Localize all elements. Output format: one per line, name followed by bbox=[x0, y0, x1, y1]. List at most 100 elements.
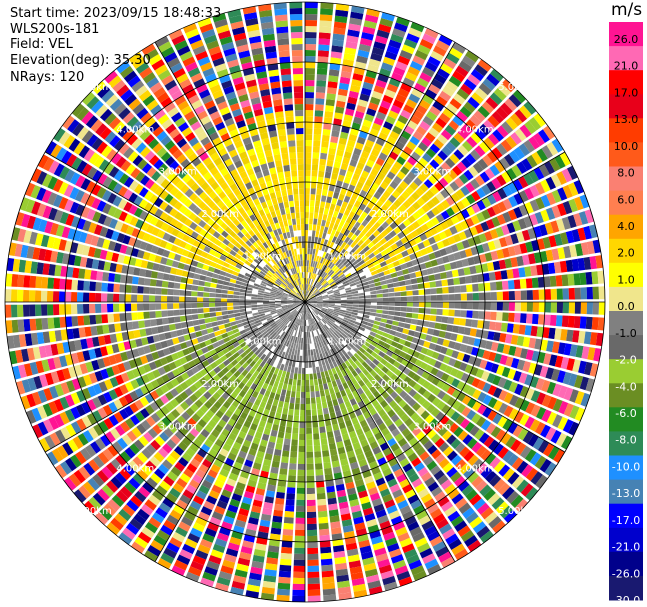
range-gate bbox=[403, 274, 411, 280]
range-gate bbox=[53, 304, 60, 316]
range-gate bbox=[484, 292, 491, 301]
range-gate bbox=[222, 281, 230, 286]
range-gate bbox=[272, 399, 279, 407]
range-gate bbox=[370, 256, 378, 263]
range-gate bbox=[221, 310, 228, 316]
range-gate bbox=[317, 50, 329, 58]
range-gate bbox=[425, 110, 438, 122]
range-gate bbox=[204, 317, 212, 324]
range-gate bbox=[483, 119, 496, 132]
range-gate bbox=[296, 487, 305, 494]
range-gate bbox=[398, 204, 407, 213]
range-gate bbox=[324, 171, 332, 179]
range-gate bbox=[190, 297, 198, 302]
range-gate bbox=[449, 47, 463, 59]
range-gate bbox=[306, 284, 308, 291]
range-gate bbox=[289, 463, 297, 470]
range-gate bbox=[388, 194, 397, 204]
range-gate bbox=[305, 224, 309, 231]
range-gate bbox=[401, 190, 411, 200]
range-gate bbox=[314, 274, 319, 281]
range-gate bbox=[320, 201, 326, 208]
range-gate bbox=[204, 281, 211, 287]
range-gate bbox=[403, 146, 413, 156]
range-gate bbox=[192, 279, 200, 286]
range-gate bbox=[332, 124, 341, 132]
range-gate bbox=[341, 302, 348, 304]
range-gate bbox=[549, 158, 561, 172]
range-gate bbox=[483, 320, 490, 330]
range-gate bbox=[321, 444, 329, 451]
range-gate bbox=[309, 293, 314, 298]
range-gate bbox=[399, 151, 410, 161]
range-gate bbox=[345, 253, 352, 260]
range-gate bbox=[82, 292, 90, 302]
range-gate bbox=[420, 248, 428, 256]
range-gate bbox=[276, 406, 283, 414]
range-gate bbox=[320, 558, 333, 566]
range-gate bbox=[425, 163, 436, 174]
range-gate bbox=[417, 141, 429, 152]
range-gate bbox=[131, 312, 138, 321]
range-gate bbox=[306, 499, 316, 506]
range-gate bbox=[461, 55, 476, 68]
range-gate bbox=[315, 104, 324, 111]
range-gate bbox=[317, 284, 322, 290]
range-gate bbox=[275, 497, 285, 505]
range-gate bbox=[338, 239, 344, 247]
range-gate bbox=[301, 379, 305, 386]
range-gate bbox=[362, 281, 369, 286]
range-gate bbox=[431, 243, 439, 252]
range-gate bbox=[428, 127, 440, 138]
range-gate bbox=[458, 173, 469, 185]
range-gate bbox=[412, 302, 420, 307]
range-gate bbox=[311, 176, 317, 183]
range-gate bbox=[388, 110, 399, 120]
range-gate bbox=[320, 152, 328, 160]
range-gate bbox=[474, 128, 487, 140]
range-gate bbox=[310, 385, 315, 392]
range-gate bbox=[356, 136, 366, 145]
range-gate bbox=[307, 523, 317, 530]
range-gate bbox=[132, 276, 139, 285]
range-gate bbox=[306, 481, 315, 488]
range-gate bbox=[41, 317, 49, 330]
range-gate bbox=[444, 184, 455, 195]
range-gate bbox=[276, 387, 282, 395]
range-gate bbox=[393, 199, 402, 208]
range-gate bbox=[583, 256, 592, 270]
range-gate bbox=[352, 296, 359, 299]
range-gate bbox=[341, 201, 348, 209]
range-gate bbox=[307, 290, 310, 297]
range-gate bbox=[435, 192, 445, 202]
range-gate bbox=[216, 284, 223, 289]
range-gate bbox=[470, 149, 481, 161]
range-gate bbox=[325, 425, 333, 433]
range-gate bbox=[516, 231, 525, 243]
range-gate bbox=[340, 265, 347, 272]
range-gate bbox=[398, 245, 407, 253]
range-gate bbox=[157, 325, 165, 334]
range-gate bbox=[322, 576, 335, 584]
range-gate bbox=[297, 373, 302, 380]
range-gate bbox=[307, 242, 311, 249]
range-gate bbox=[345, 170, 354, 179]
range-gate bbox=[288, 408, 294, 416]
range-gate bbox=[478, 283, 485, 292]
range-gate bbox=[323, 462, 332, 469]
range-gate bbox=[453, 233, 462, 243]
range-gate bbox=[292, 427, 299, 434]
range-gate bbox=[387, 238, 395, 246]
range-gate bbox=[382, 190, 391, 199]
range-gate bbox=[390, 166, 399, 175]
range-gate bbox=[402, 77, 415, 88]
range-gate bbox=[388, 310, 395, 316]
range-gate bbox=[486, 194, 497, 205]
range-gate bbox=[337, 232, 344, 240]
range-gate bbox=[533, 167, 545, 180]
range-gate bbox=[443, 57, 457, 70]
range-gate bbox=[299, 355, 303, 362]
range-gate bbox=[586, 302, 593, 315]
range-gate bbox=[239, 311, 247, 316]
range-gate bbox=[279, 395, 285, 402]
